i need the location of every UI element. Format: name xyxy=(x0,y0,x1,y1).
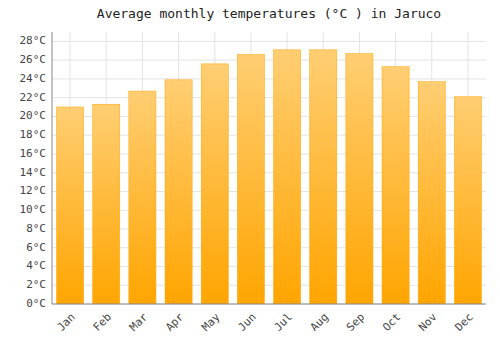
grid xyxy=(52,32,486,304)
bars xyxy=(57,50,482,304)
x-tick-label: Jul xyxy=(272,311,295,334)
bar xyxy=(382,67,409,304)
y-tick-label: 26°C xyxy=(20,53,47,66)
bar xyxy=(454,97,481,304)
y-tick-label: 16°C xyxy=(20,147,47,160)
bar xyxy=(201,64,228,304)
x-tick-label: Feb xyxy=(91,311,114,334)
y-tick-label: 2°C xyxy=(26,278,46,291)
bar xyxy=(165,80,192,304)
y-grid-line xyxy=(52,304,486,305)
bar xyxy=(346,54,373,304)
bar xyxy=(418,82,445,304)
x-tick-label: Oct xyxy=(380,311,403,334)
bar xyxy=(274,50,301,304)
y-tick-label: 0°C xyxy=(26,297,46,310)
y-tick-label: 8°C xyxy=(26,222,46,235)
x-axis-line xyxy=(52,304,486,305)
x-tick-label: Apr xyxy=(163,310,187,334)
y-tick-label: 24°C xyxy=(20,72,47,85)
y-grid-line xyxy=(52,78,486,79)
bar xyxy=(310,50,337,304)
y-tick-label: 14°C xyxy=(20,166,47,179)
y-tick-label: 20°C xyxy=(20,109,47,122)
y-grid-line xyxy=(52,60,486,61)
y-tick-label: 12°C xyxy=(20,184,47,197)
y-grid-line xyxy=(52,41,486,42)
y-tick-label: 4°C xyxy=(26,259,46,272)
x-tick-label: Jun xyxy=(235,311,258,334)
page: {"chart_data": {"type": "bar", "title": … xyxy=(0,0,500,350)
y-tick-label: 28°C xyxy=(20,34,47,47)
chart-title: Average monthly temperatures (°C ) in Ja… xyxy=(97,6,441,21)
x-tick-label: Mar xyxy=(127,310,151,334)
y-tick-label: 22°C xyxy=(20,91,47,104)
x-tick-label: Dec xyxy=(452,311,475,334)
x-tick-label: Sep xyxy=(344,311,367,334)
bar xyxy=(129,91,156,304)
y-tick-label: 10°C xyxy=(20,203,47,216)
x-tick-label: Jan xyxy=(55,311,78,334)
chart-svg: 0°C 2°C 4°C 6°C 8°C 10°C 12°C 14°C 16°C 18°C 20°C 2… xyxy=(0,0,500,350)
chart-container: 0°C 2°C 4°C 6°C 8°C 10°C 12°C 14°C 16°C 18°C 20°C 2… xyxy=(0,0,500,350)
y-axis-line xyxy=(52,32,53,304)
y-tick-label: 6°C xyxy=(26,241,46,254)
x-tick-label: Nov xyxy=(416,310,440,334)
x-tick-label: Aug xyxy=(308,311,331,334)
x-tick-label: May xyxy=(199,310,223,334)
y-tick-label: 18°C xyxy=(20,128,47,141)
bar xyxy=(237,55,264,304)
bar xyxy=(57,107,84,304)
bar xyxy=(93,104,120,304)
